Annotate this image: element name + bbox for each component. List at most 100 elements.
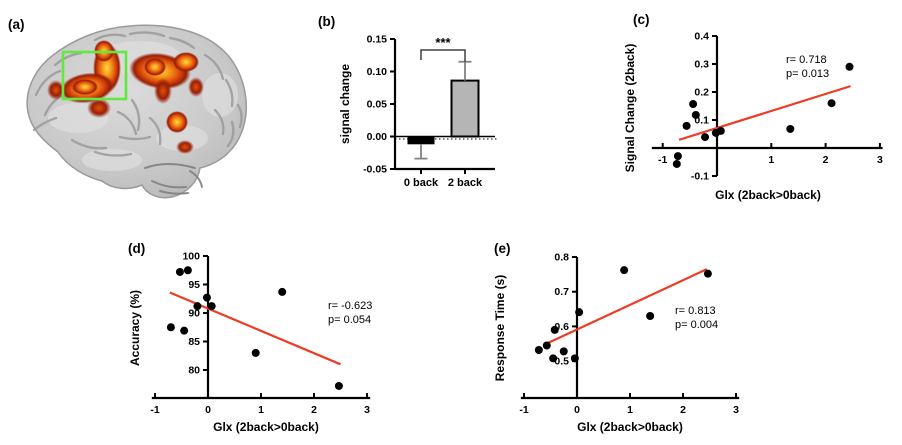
stats-text: r= 0.813	[675, 305, 716, 317]
stats-text: p= 0.013	[786, 68, 829, 80]
category-label: 2 back	[448, 177, 483, 189]
data-point	[701, 133, 710, 142]
y-tick-label: 0.5	[554, 356, 569, 368]
stats-text: r= 0.718	[786, 54, 827, 66]
y-tick-label: 100	[182, 251, 200, 263]
data-point	[703, 269, 712, 278]
panel-d-label: (d)	[128, 241, 146, 256]
activation-blobs	[47, 40, 204, 154]
data-point	[202, 293, 211, 302]
x-tick-label: 0	[205, 404, 211, 416]
category-label: 0 back	[404, 177, 439, 189]
bar-chart-signal-change: 0.15 0.10 0.05 0.00 -0.05 0 back 2 back *** sign…	[338, 34, 499, 189]
y-tick-label: -0.1	[691, 171, 709, 183]
panel-d: (d) -1 0 1 2 3 100 95 90 85 80 r= -0.623 p= 0.054 Gl…	[112, 236, 442, 440]
x-tick-label: 3	[877, 154, 883, 166]
panel-a-label: (a)	[8, 17, 25, 32]
y-tick-label: 0.2	[694, 87, 709, 99]
x-tick-label: 3	[733, 404, 739, 416]
data-point	[550, 325, 559, 334]
data-point	[716, 126, 725, 135]
x-axis-title: Glx (2back>0back)	[577, 420, 683, 434]
panel-c: (c) -1 1 2 3 0.4 0.3 0.2 0.1 -0.1 r= 0.718 p= 0.01…	[610, 6, 902, 230]
activation-blob	[176, 140, 194, 154]
data-point	[207, 302, 216, 311]
x-tick-label: 1	[768, 154, 774, 166]
data-point	[193, 302, 202, 311]
x-tick-label: 0	[574, 404, 580, 416]
data-point	[166, 323, 175, 332]
data-point	[542, 341, 551, 350]
panel-b: (b) 0.15 0.10 0.05 0.00 -0.05 0 back 2 back ***…	[303, 10, 543, 228]
panel-b-label: (b)	[318, 14, 336, 29]
panel-e: (e) -1 0 1 2 3 0.8 0.7 0.6 0.5 r= 0.813 p= 0.004 Gl…	[477, 236, 807, 440]
roi-box	[61, 50, 128, 101]
y-tick-label: 0.15	[367, 34, 388, 46]
scatter-accuracy-vs-glx: -1 0 1 2 3 100 95 90 85 80 r= -0.623 p= 0.054 Glx (2…	[128, 251, 372, 435]
y-tick-label: 80	[188, 365, 200, 377]
fit-line	[678, 85, 851, 141]
data-point	[672, 159, 681, 168]
y-tick-label: 0.4	[694, 31, 709, 43]
data-point	[549, 354, 558, 363]
x-tick-label: 1	[627, 404, 633, 416]
data-point	[534, 345, 543, 354]
y-axis-title: Signal Change (2back)	[623, 44, 637, 173]
y-tick-label: -0.05	[363, 164, 387, 176]
y-tick-label: 0.00	[367, 131, 388, 143]
cerebellum-lines	[144, 163, 203, 195]
y-tick-label: 0.05	[367, 99, 388, 111]
activation-blob	[72, 79, 98, 95]
data-point	[827, 99, 836, 108]
x-tick-label: 2	[311, 404, 317, 416]
activation-blob	[166, 111, 188, 133]
stats-text: p= 0.004	[675, 319, 718, 331]
brain-activation-image	[26, 24, 248, 199]
data-point	[689, 100, 698, 109]
activation-blob	[188, 77, 204, 97]
x-tick-label: 2	[680, 404, 686, 416]
bar	[407, 136, 435, 145]
y-tick-label: 0.7	[554, 286, 569, 298]
data-point	[646, 311, 655, 320]
y-axis-title: Response Time (s)	[493, 275, 507, 381]
y-tick-label: 0.8	[554, 252, 569, 264]
data-point	[334, 381, 343, 390]
x-tick-label: 3	[364, 404, 370, 416]
x-tick-label: -1	[150, 404, 159, 416]
data-point	[673, 152, 682, 161]
activation-blob	[47, 80, 65, 100]
data-point	[575, 308, 584, 317]
data-point	[251, 348, 260, 357]
x-axis-title: Glx (2back>0back)	[213, 420, 319, 434]
significance-stars: ***	[435, 35, 451, 50]
data-point	[682, 121, 691, 130]
y-axis-title: Accuracy (%)	[128, 290, 142, 366]
panel-c-label: (c)	[633, 12, 650, 27]
y-axis-title: signal change	[338, 64, 352, 144]
y-tick-label: 85	[188, 336, 200, 348]
activation-blob	[144, 58, 166, 76]
x-tick-label: -1	[519, 404, 528, 416]
brain-silhouette	[26, 24, 248, 199]
sulci-lines	[32, 31, 243, 157]
y-tick-label: 0.3	[694, 59, 709, 71]
activation-blob	[154, 78, 172, 104]
stats-text: p= 0.054	[328, 314, 371, 326]
panel-e-label: (e)	[494, 241, 511, 256]
data-point	[559, 347, 568, 356]
data-point	[180, 326, 189, 335]
y-tick-label: 0.10	[367, 66, 388, 78]
x-tick-label: 1	[258, 404, 264, 416]
data-point	[691, 110, 700, 119]
y-tick-label: 90	[188, 308, 200, 320]
panel-a: (a)	[0, 0, 300, 215]
y-tick-label: 95	[188, 279, 200, 291]
data-point	[845, 62, 854, 71]
fit-line	[543, 268, 708, 346]
data-point	[620, 266, 629, 275]
data-point	[278, 287, 287, 296]
